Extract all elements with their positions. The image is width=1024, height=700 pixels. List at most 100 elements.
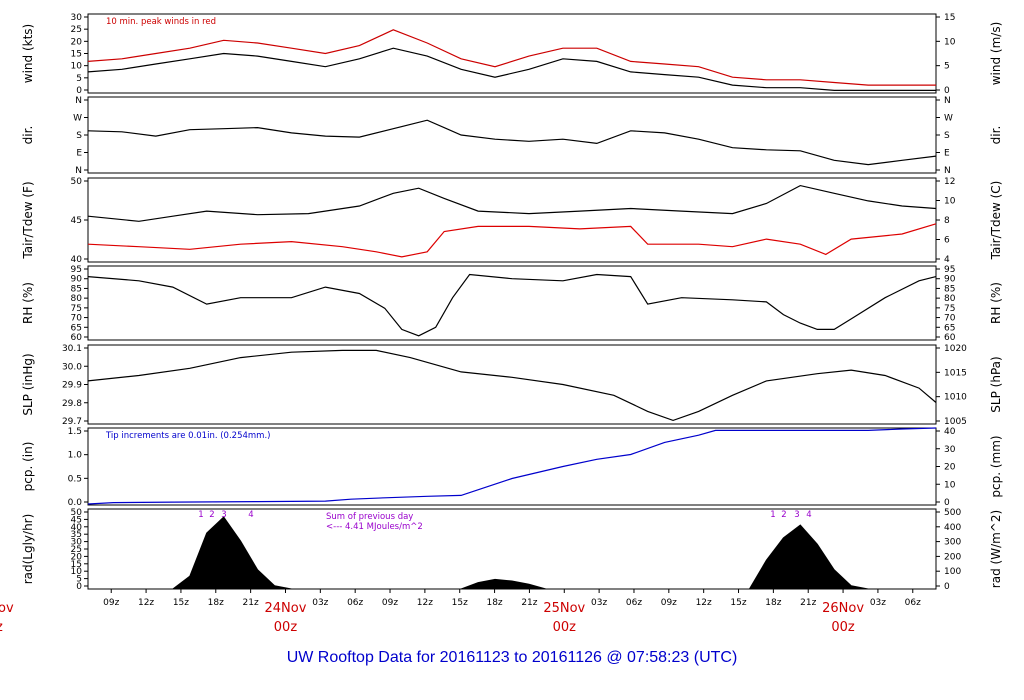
time-tick-label: 21z	[243, 598, 259, 608]
right-tick-label: 15	[944, 13, 955, 23]
clipped-day-top: ov	[0, 601, 14, 616]
day-label-top: 24Nov	[265, 601, 307, 616]
left-axis-label: RH (%)	[21, 282, 35, 324]
series-line-slp-0	[87, 349, 937, 422]
right-axis-label: rad (W/m^2)	[989, 510, 1003, 588]
left-axis-label: Tair/Tdew (F)	[21, 181, 35, 259]
right-tick-label: 200	[944, 552, 961, 562]
left-tick-label: 29.7	[62, 417, 82, 427]
left-tick-label: 25	[71, 545, 82, 555]
right-tick-label: 1005	[944, 417, 967, 427]
left-tick-label: 30	[71, 538, 83, 548]
time-tick-label: 21z	[800, 598, 816, 608]
right-tick-label: 85	[944, 284, 955, 294]
day-label-top: 25Nov	[543, 601, 585, 616]
time-tick-label: 12z	[417, 598, 433, 608]
left-tick-label: 15	[71, 560, 82, 570]
sun-marker-label: 1	[198, 510, 203, 520]
sun-marker-label: 4	[248, 510, 253, 520]
right-tick-label: 4	[944, 255, 950, 265]
left-tick-label: 50	[71, 508, 83, 518]
left-tick-label: 70	[71, 314, 83, 324]
right-tick-label: 10	[944, 197, 956, 207]
left-tick-label: 10	[71, 62, 83, 72]
right-tick-label: 0	[944, 498, 950, 508]
right-axis-label: dir.	[989, 126, 1003, 145]
left-tick-label: 29.8	[62, 399, 82, 409]
series-line-temp-0	[87, 184, 937, 222]
left-tick-label: 90	[71, 275, 83, 285]
radiation-annotation: Sum of previous day	[326, 512, 413, 522]
left-tick-label: 25	[71, 25, 82, 35]
sun-marker-label: 2	[209, 510, 214, 520]
day-label-bottom: 00z	[274, 620, 298, 635]
time-tick-label: 03z	[591, 598, 607, 608]
time-tick-label: 21z	[521, 598, 537, 608]
time-tick-label: 03z	[312, 598, 328, 608]
right-axis-label: SLP (hPa)	[989, 356, 1003, 412]
sun-marker-label: 3	[794, 510, 799, 520]
right-tick-label: 400	[944, 523, 961, 533]
left-tick-label: 60	[71, 333, 83, 343]
series-line-rh-0	[87, 273, 937, 337]
page-title: UW Rooftop Data for 20161123 to 20161126…	[286, 649, 738, 666]
time-tick-label: 15z	[173, 598, 189, 608]
right-tick-label: 40	[944, 427, 956, 437]
time-tick-label: 18z	[486, 598, 502, 608]
series-area-rad	[88, 516, 936, 590]
time-tick-label: 18z	[765, 598, 781, 608]
series-line-wind-0	[87, 47, 936, 92]
series-line-temp-1	[87, 223, 937, 258]
right-tick-label: 6	[944, 236, 950, 246]
left-axis-label: dir.	[21, 126, 35, 145]
right-tick-label: W	[944, 114, 953, 124]
left-tick-label: 50	[71, 177, 83, 187]
left-tick-label: 30.0	[62, 362, 82, 372]
left-axis-label: rad(Lgly/hr)	[21, 514, 35, 585]
left-tick-label: 0	[76, 582, 82, 592]
right-tick-label: 10	[944, 480, 956, 490]
left-tick-label: 40	[71, 523, 83, 533]
time-tick-label: 06z	[905, 598, 921, 608]
sun-marker-label: 4	[806, 510, 811, 520]
left-tick-label: 80	[71, 294, 83, 304]
left-tick-label: 35	[71, 530, 82, 540]
left-tick-label: 5	[76, 575, 82, 585]
right-tick-label: 5	[944, 62, 950, 72]
time-tick-label: 09z	[103, 598, 119, 608]
left-tick-label: 15	[71, 50, 82, 60]
right-tick-label: N	[944, 96, 951, 106]
left-tick-label: 95	[71, 265, 82, 275]
left-axis-label: wind (kts)	[21, 24, 35, 83]
time-tick-label: 15z	[452, 598, 468, 608]
left-tick-label: 5	[76, 74, 82, 84]
left-tick-label: 40	[71, 255, 83, 265]
time-tick-label: 09z	[382, 598, 398, 608]
left-tick-label: 75	[71, 304, 82, 314]
panel-annotation-pcp: Tip increments are 0.01in. (0.254mm.)	[105, 431, 270, 441]
panel-frame-slp	[87, 344, 937, 425]
left-axis-label: pcp. (in)	[21, 442, 35, 492]
right-tick-label: 0	[944, 86, 950, 96]
left-tick-label: 1.5	[68, 427, 82, 437]
day-label-bottom: 00z	[831, 620, 855, 635]
time-tick-label: 12z	[696, 598, 712, 608]
clipped-day-bottom: z	[0, 620, 3, 635]
series-line-wind-1	[87, 29, 936, 86]
right-axis-label: pcp. (mm)	[989, 435, 1003, 497]
left-tick-label: 1.0	[68, 451, 83, 461]
radiation-annotation: <--- 4.41 MJoules/m^2	[326, 522, 423, 532]
left-tick-label: 0	[76, 86, 82, 96]
panel-annotation-wind: 10 min. peak winds in red	[106, 17, 216, 27]
time-tick-label: 18z	[208, 598, 224, 608]
time-tick-label: 15z	[730, 598, 746, 608]
right-tick-label: N	[944, 166, 951, 176]
right-tick-label: 100	[944, 567, 961, 577]
time-tick-label: 06z	[347, 598, 363, 608]
right-tick-label: 60	[944, 333, 956, 343]
right-tick-label: 20	[944, 463, 956, 473]
right-tick-label: 75	[944, 304, 955, 314]
panel-frame-temp	[87, 177, 937, 263]
